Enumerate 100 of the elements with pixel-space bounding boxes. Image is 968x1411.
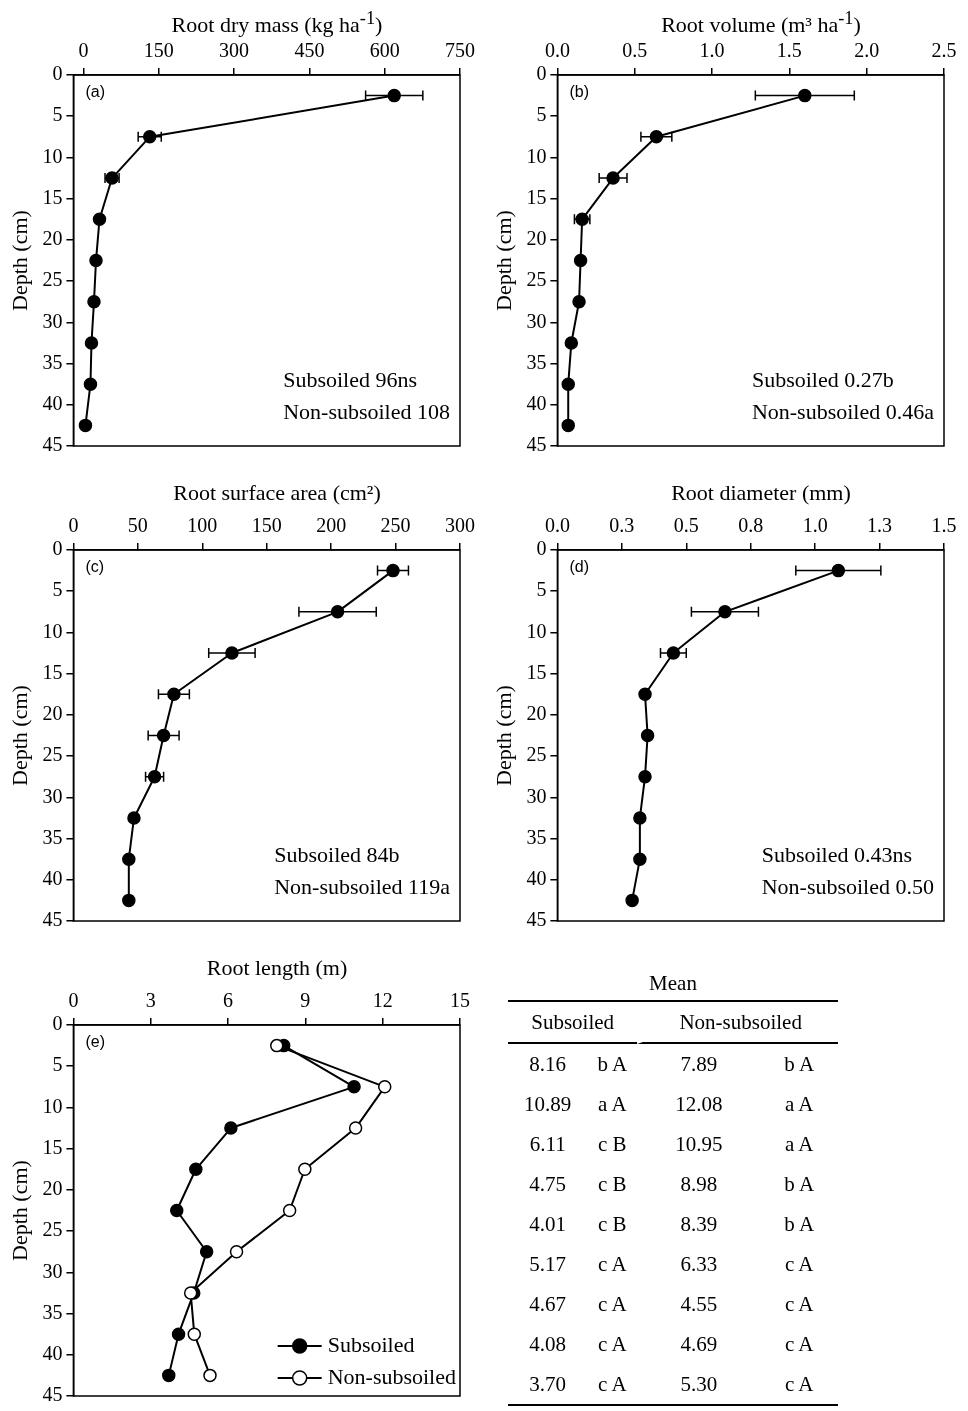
text: 8.16	[528, 1050, 568, 1078]
text: 6.33	[679, 1250, 719, 1278]
y-tick-label: 0	[52, 62, 63, 85]
annotation: Non-subsoiled 119a	[274, 873, 451, 899]
category-label: Subsoiled	[508, 1002, 638, 1044]
annotation: (d)	[569, 558, 589, 576]
y-axis-title: Depth (cm)	[6, 210, 32, 311]
text: c B	[597, 1130, 628, 1158]
y-tick-label: 35	[42, 1300, 63, 1323]
y-tick-label: 15	[42, 185, 63, 208]
annotation: Non-subsoiled 108	[283, 398, 450, 424]
y-tick-label: 20	[42, 1177, 63, 1200]
x-tick-label: 100	[187, 514, 218, 537]
text: 3.70	[508, 1364, 588, 1406]
x-tick-label: 1.5	[776, 39, 802, 62]
x-axis-title: Root diameter (mm)	[670, 479, 852, 507]
text: 10.95	[674, 1130, 724, 1158]
text: 5.30	[637, 1364, 761, 1406]
y-tick-label: 5	[536, 103, 547, 126]
annotation: Non-subsoiled 0.46a	[751, 398, 935, 424]
annotation: Subsoiled 0.43ns	[761, 841, 913, 867]
annotation: Subsoiled 84b	[274, 841, 400, 867]
y-tick-label: 0	[52, 537, 63, 560]
y-tick-label: 35	[526, 825, 547, 848]
y-axis-title: Depth (cm)	[490, 210, 516, 311]
y-tick-label: 30	[526, 784, 547, 807]
x-axis-title: Root length (m)	[205, 954, 349, 982]
x-tick-label: 2.0	[854, 39, 880, 62]
y-axis-title: Depth (cm)	[6, 1160, 32, 1261]
x-tick-label: 0	[68, 989, 79, 1012]
y-tick-label: 20	[526, 227, 547, 250]
legend-label: Subsoiled	[327, 1331, 415, 1357]
y-tick-label: 5	[536, 578, 547, 601]
y-tick-label: 40	[526, 392, 547, 415]
text: c A	[587, 1364, 638, 1406]
x-tick-label: 15	[450, 989, 470, 1012]
y-tick-label: 10	[526, 144, 547, 167]
y-axis-title: Depth (cm)	[490, 685, 516, 786]
text: 4.69	[679, 1330, 719, 1358]
y-tick-label: 20	[42, 227, 63, 250]
annotation: (e)	[85, 1033, 105, 1051]
y-tick-label: 30	[42, 784, 63, 807]
y-tick-label: 0	[536, 537, 547, 560]
text: 4.01	[528, 1210, 568, 1238]
annotation: (b)	[569, 83, 589, 101]
y-tick-label: 45	[42, 433, 63, 456]
category-label: Non-subsoiled	[637, 1002, 838, 1044]
x-tick-label: 200	[316, 514, 347, 537]
x-tick-label: 1.0	[699, 39, 725, 62]
text: 10.89	[523, 1090, 573, 1118]
text: 6.11	[528, 1130, 567, 1158]
text: 4.67	[528, 1290, 568, 1318]
text: c B	[597, 1210, 628, 1238]
x-tick-label: 6	[223, 989, 234, 1012]
text: c A	[597, 1250, 628, 1278]
annotation: Subsoiled 96ns	[283, 366, 418, 392]
y-tick-label: 40	[42, 1342, 63, 1365]
x-axis-title: Root volume (m³ ha$^{-1}$)	[660, 7, 862, 38]
y-tick-label: 40	[42, 867, 63, 890]
y-tick-label: 15	[526, 660, 547, 683]
y-tick-label: 15	[42, 660, 63, 683]
y-tick-label: 45	[42, 1383, 63, 1406]
y-tick-label: 10	[42, 144, 63, 167]
y-tick-label: 35	[526, 350, 547, 373]
y-tick-label: 45	[42, 908, 63, 931]
text: b A	[783, 1210, 816, 1238]
text: c A	[783, 1330, 815, 1358]
text: a A	[783, 1090, 815, 1118]
x-tick-label: 0	[68, 514, 79, 537]
x-tick-label: 3	[145, 989, 156, 1012]
x-tick-label: 150	[143, 39, 174, 62]
text: 5.17	[528, 1250, 568, 1278]
y-tick-label: 0	[536, 62, 547, 85]
text: 8.39	[679, 1210, 719, 1238]
x-tick-label: 0	[78, 39, 89, 62]
y-tick-label: 10	[42, 619, 63, 642]
y-tick-label: 20	[42, 702, 63, 725]
text: b A	[596, 1050, 629, 1078]
x-tick-label: 300	[445, 514, 475, 537]
y-tick-label: 45	[526, 908, 547, 931]
text: b A	[783, 1050, 816, 1078]
text: c B	[597, 1170, 628, 1198]
x-tick-label: 0.5	[622, 39, 648, 62]
y-tick-label: 10	[526, 619, 547, 642]
text: c A	[760, 1364, 838, 1406]
x-tick-label: 600	[369, 39, 400, 62]
x-axis-title: Root surface area (cm²)	[172, 479, 382, 507]
x-tick-label: 0.0	[544, 514, 570, 537]
x-tick-label: 750	[445, 39, 475, 62]
y-tick-label: 15	[42, 1135, 63, 1158]
y-tick-label: 40	[42, 392, 63, 415]
y-tick-label: 25	[526, 743, 547, 766]
y-tick-label: 35	[42, 825, 63, 848]
x-tick-label: 9	[300, 989, 311, 1012]
annotation: Subsoiled 0.27b	[751, 366, 894, 392]
text: b A	[783, 1170, 816, 1198]
x-tick-label: 0.3	[609, 514, 635, 537]
x-tick-label: 250	[380, 514, 411, 537]
y-tick-label: 30	[42, 309, 63, 332]
y-tick-label: 30	[526, 309, 547, 332]
